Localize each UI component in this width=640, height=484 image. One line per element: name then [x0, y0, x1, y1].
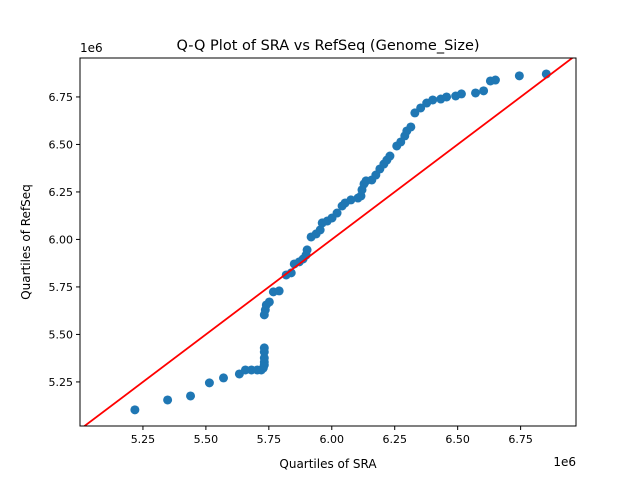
data-point	[479, 86, 489, 96]
reference-line	[83, 58, 574, 426]
x-tick-label: 6.00	[320, 433, 345, 446]
x-axis-label: Quartiles of SRA	[279, 457, 377, 471]
plot-frame	[79, 57, 577, 427]
data-point	[471, 88, 481, 98]
data-point	[163, 395, 173, 405]
x-axis-ticks: 5.25 5.50 5.75 6.00 6.25 6.50 6.75	[131, 426, 533, 446]
data-point	[514, 71, 524, 81]
data-point	[332, 208, 342, 218]
data-point	[385, 151, 395, 161]
y-offset-label: 1e6	[80, 41, 103, 55]
data-point	[406, 122, 416, 132]
data-point	[315, 225, 325, 235]
x-offset-label: 1e6	[553, 455, 576, 469]
data-point	[346, 195, 356, 205]
data-point	[456, 89, 466, 99]
y-tick-label: 6.50	[49, 138, 74, 151]
x-tick-label: 5.50	[194, 433, 219, 446]
data-point	[442, 92, 452, 102]
y-axis-ticks: 5.25 5.50 5.75 6.00 6.25 6.50 6.75	[49, 91, 80, 389]
data-point	[302, 245, 312, 255]
data-point	[428, 95, 438, 105]
data-point	[186, 391, 196, 401]
x-tick-label: 6.50	[445, 433, 470, 446]
data-point	[130, 405, 140, 415]
x-tick-label: 5.75	[257, 433, 282, 446]
y-tick-label: 6.25	[49, 186, 74, 199]
y-axis-label: Quartiles of RefSeq	[19, 184, 33, 300]
y-tick-label: 5.25	[49, 376, 74, 389]
x-tick-label: 6.75	[508, 433, 533, 446]
data-point	[204, 378, 214, 388]
x-tick-label: 5.25	[131, 433, 156, 446]
data-point	[264, 297, 274, 307]
data-point	[490, 75, 500, 85]
data-point	[259, 343, 269, 353]
chart-title: Q-Q Plot of SRA vs RefSeq (Genome_Size)	[176, 38, 479, 54]
y-tick-label: 6.00	[49, 233, 74, 246]
data-point	[274, 286, 284, 296]
y-tick-label: 6.75	[49, 91, 74, 104]
data-point	[416, 103, 426, 113]
data-point	[219, 373, 229, 383]
y-tick-label: 5.75	[49, 281, 74, 294]
y-tick-label: 5.50	[49, 328, 74, 341]
x-tick-label: 6.25	[382, 433, 407, 446]
